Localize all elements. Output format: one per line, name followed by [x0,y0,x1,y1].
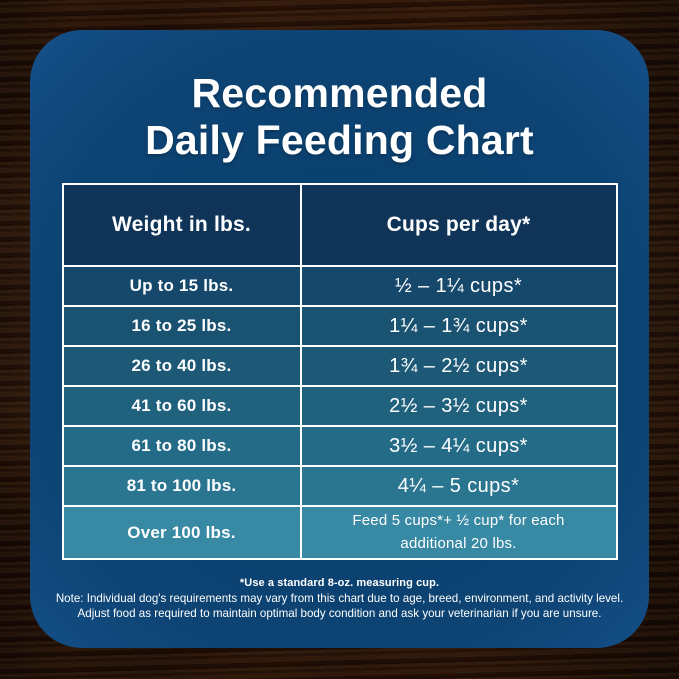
table-row: 41 to 60 lbs. 2½ – 3½ cups* [61,385,618,427]
note-line-2: Adjust food as required to maintain opti… [77,606,602,620]
cups-cell: Feed 5 cups*+ ½ cup* for each additional… [299,505,618,560]
cups-cell: 3½ – 4¼ cups* [299,425,618,467]
measuring-cup-footnote: *Use a standard 8-oz. measuring cup. [239,577,440,589]
feeding-chart-card: Recommended Daily Feeding Chart Weight i… [30,30,649,648]
footer-notes: *Use a standard 8-oz. measuring cup. Not… [30,577,649,621]
cups-cell: 1¾ – 2½ cups* [299,345,618,387]
cups-cell: ½ – 1¼ cups* [299,265,618,307]
table-row: 26 to 40 lbs. 1¾ – 2½ cups* [61,345,618,387]
weight-cell: Over 100 lbs. [61,505,302,560]
table-row: Over 100 lbs. Feed 5 cups*+ ½ cup* for e… [61,505,618,560]
title-line-2: Daily Feeding Chart [145,117,534,163]
cups-cell: 2½ – 3½ cups* [299,385,618,427]
header-row: Weight in lbs. Cups per day* [61,183,618,267]
weight-cell: 16 to 25 lbs. [61,305,302,347]
column-header-cups: Cups per day* [299,183,618,267]
cups-cell: 1¼ – 1¾ cups* [299,305,618,347]
weight-cell: 61 to 80 lbs. [61,425,302,467]
feeding-table: Weight in lbs. Cups per day* Up to 15 lb… [61,183,618,560]
weight-cell: 81 to 100 lbs. [61,465,302,507]
table-row: Up to 15 lbs. ½ – 1¼ cups* [61,265,618,307]
title-line-1: Recommended [191,70,488,116]
table-row: 81 to 100 lbs. 4¼ – 5 cups* [61,465,618,507]
table-row: 16 to 25 lbs. 1¼ – 1¾ cups* [61,305,618,347]
weight-cell: Up to 15 lbs. [61,265,302,307]
note-line-1: Note: Individual dog's requirements may … [55,592,624,605]
column-header-weight: Weight in lbs. [61,183,302,267]
table-row: 61 to 80 lbs. 3½ – 4¼ cups* [61,425,618,467]
weight-cell: 41 to 60 lbs. [61,385,302,427]
weight-cell: 26 to 40 lbs. [61,345,302,387]
page-title: Recommended Daily Feeding Chart [30,30,649,164]
cups-cell: 4¼ – 5 cups* [299,465,618,507]
